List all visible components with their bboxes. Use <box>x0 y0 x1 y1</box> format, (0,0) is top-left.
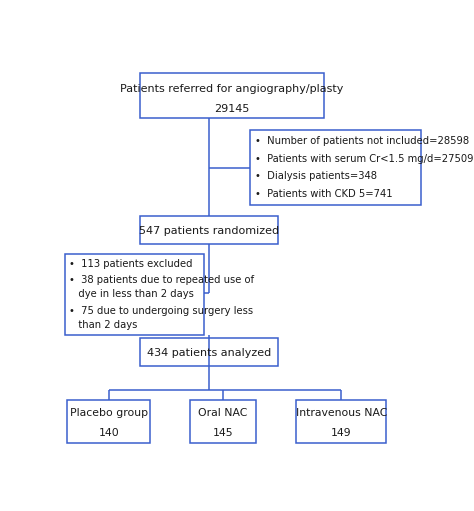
Text: dye in less than 2 days: dye in less than 2 days <box>69 289 194 299</box>
FancyBboxPatch shape <box>140 338 278 366</box>
FancyBboxPatch shape <box>140 216 278 244</box>
FancyBboxPatch shape <box>67 401 150 443</box>
FancyBboxPatch shape <box>190 401 256 443</box>
Text: Placebo group: Placebo group <box>70 408 148 419</box>
Text: Patients referred for angiography/plasty: Patients referred for angiography/plasty <box>120 84 344 94</box>
FancyBboxPatch shape <box>140 73 324 119</box>
Text: 145: 145 <box>212 428 233 438</box>
Text: 140: 140 <box>98 428 119 438</box>
Text: 149: 149 <box>331 428 352 438</box>
Text: Oral NAC: Oral NAC <box>198 408 247 419</box>
FancyBboxPatch shape <box>296 401 386 443</box>
Text: •  113 patients excluded: • 113 patients excluded <box>69 259 192 269</box>
FancyBboxPatch shape <box>65 254 204 335</box>
Text: •  Patients with CKD 5=741: • Patients with CKD 5=741 <box>255 189 392 199</box>
Text: than 2 days: than 2 days <box>69 320 137 330</box>
Text: 434 patients analyzed: 434 patients analyzed <box>147 349 271 358</box>
Text: 547 patients randomized: 547 patients randomized <box>139 226 279 236</box>
Text: •  Patients with serum Cr<1.5 mg/d=27509: • Patients with serum Cr<1.5 mg/d=27509 <box>255 153 473 164</box>
Text: •  Dialysis patients=348: • Dialysis patients=348 <box>255 171 377 181</box>
Text: •  75 due to undergoing surgery less: • 75 due to undergoing surgery less <box>69 306 253 316</box>
Text: 29145: 29145 <box>214 104 250 113</box>
Text: Intravenous NAC: Intravenous NAC <box>295 408 387 419</box>
FancyBboxPatch shape <box>250 130 421 205</box>
Text: •  Number of patients not included=28598: • Number of patients not included=28598 <box>255 136 469 146</box>
Text: •  38 patients due to repeated use of: • 38 patients due to repeated use of <box>69 275 254 286</box>
